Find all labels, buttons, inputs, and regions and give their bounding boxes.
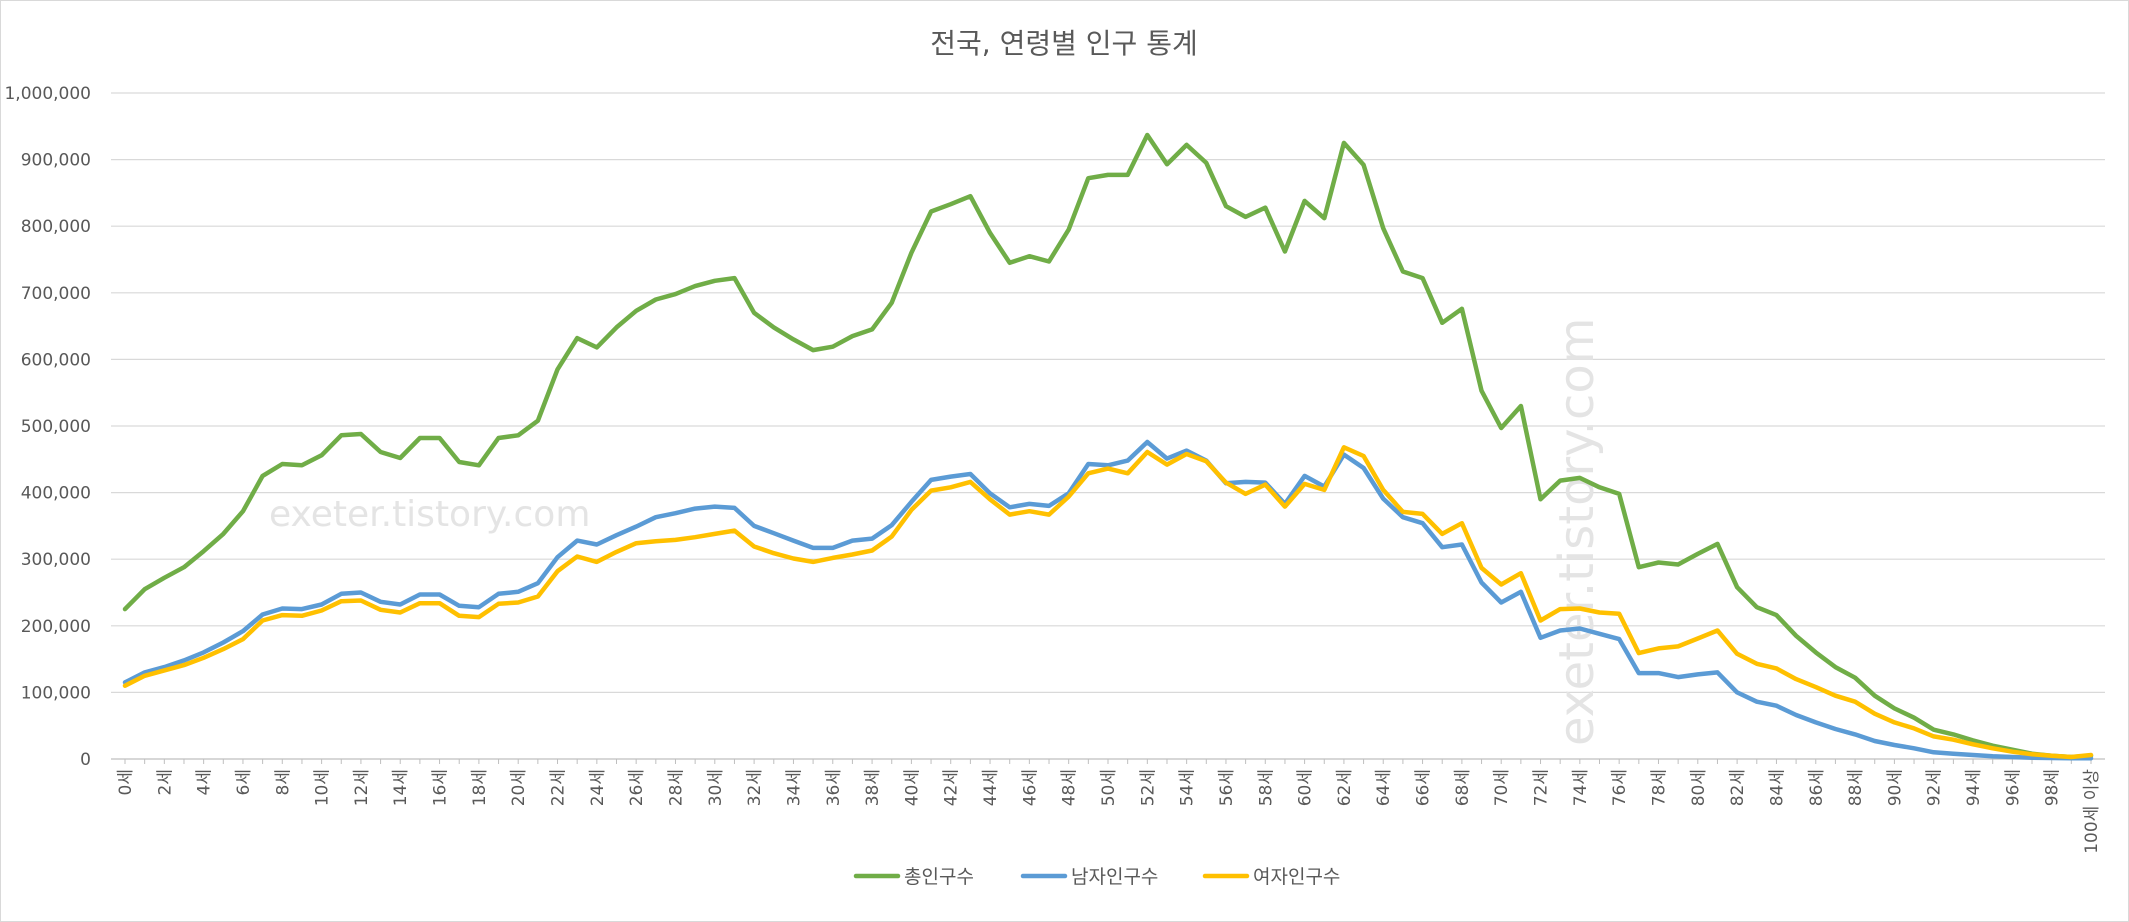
x-tick-label: 98세 bbox=[2043, 769, 2063, 806]
series-line-3 bbox=[122, 445, 2094, 760]
x-tick-label: 34세 bbox=[784, 769, 804, 806]
x-tick-label: 54세 bbox=[1178, 769, 1198, 806]
x-tick-label: 38세 bbox=[863, 769, 883, 806]
x-tick-label: 48세 bbox=[1060, 769, 1080, 806]
gridlines bbox=[111, 92, 2105, 760]
y-tick-label: 400,000 bbox=[21, 484, 91, 504]
x-tick-label: 10세 bbox=[313, 769, 333, 806]
legend-label-3: 여자인구수 bbox=[1253, 866, 1340, 888]
watermark-vertical: exeter.tistory.com bbox=[1549, 317, 1605, 746]
x-tick-label: 6세 bbox=[234, 769, 254, 795]
x-tick-label: 26세 bbox=[627, 769, 647, 806]
x-tick-label: 86세 bbox=[1807, 769, 1827, 806]
x-tick-label: 42세 bbox=[942, 769, 962, 806]
y-tick-label: 100,000 bbox=[21, 683, 91, 703]
x-tick-label: 46세 bbox=[1020, 769, 1040, 806]
y-tick-label: 0 bbox=[80, 750, 91, 770]
x-tick-label: 62세 bbox=[1335, 769, 1355, 806]
y-tick-label: 800,000 bbox=[21, 217, 91, 237]
x-tick-label: 96세 bbox=[2003, 769, 2023, 806]
x-tick-label: 88세 bbox=[1846, 769, 1866, 806]
y-tick-label: 300,000 bbox=[21, 550, 91, 570]
x-tick-label: 82세 bbox=[1728, 769, 1748, 806]
x-tick-label: 80세 bbox=[1689, 769, 1709, 806]
x-tick-label: 58세 bbox=[1256, 769, 1276, 806]
x-tick-label: 76세 bbox=[1610, 769, 1630, 806]
x-tick-label: 12세 bbox=[352, 769, 372, 806]
x-tick-label: 16세 bbox=[431, 769, 451, 806]
x-tick-label: 70세 bbox=[1492, 769, 1512, 806]
x-axis: 0세 2세 4세 6세 8세 10세 12세 14세 16세 18세 20세 22세 24세 26세 28세… bbox=[116, 759, 2102, 854]
x-tick-label: 52세 bbox=[1138, 769, 1158, 806]
x-tick-label: 60세 bbox=[1296, 769, 1316, 806]
x-tick-label: 4세 bbox=[195, 769, 215, 795]
x-tick-label: 32세 bbox=[745, 769, 765, 806]
y-tick-label: 500,000 bbox=[21, 417, 91, 437]
watermark-horizontal: exeter.tistory.com bbox=[269, 494, 590, 535]
watermarks: exeter.tistory.com exeter.tistory.com bbox=[269, 317, 1605, 746]
x-tick-label: 36세 bbox=[824, 769, 844, 806]
x-tick-label: 72세 bbox=[1532, 769, 1552, 806]
x-tick-label: 24세 bbox=[588, 769, 608, 806]
x-tick-label: 64세 bbox=[1374, 769, 1394, 806]
x-tick-label: 18세 bbox=[470, 769, 490, 806]
x-tick-label: 20세 bbox=[509, 769, 529, 806]
y-tick-label: 600,000 bbox=[21, 350, 91, 370]
y-tick-label: 200,000 bbox=[21, 617, 91, 637]
series-line-1 bbox=[122, 132, 2094, 760]
series-line-2 bbox=[122, 439, 2094, 761]
x-tick-label: 22세 bbox=[549, 769, 569, 806]
chart-title: 전국, 연령별 인구 통계 bbox=[930, 27, 1197, 60]
x-tick-label: 2세 bbox=[155, 769, 175, 795]
x-tick-label: 28세 bbox=[666, 769, 686, 806]
x-tick-label: 68세 bbox=[1453, 769, 1473, 806]
x-tick-label: 30세 bbox=[706, 769, 726, 806]
x-tick-label: 92세 bbox=[1925, 769, 1945, 806]
series-lines bbox=[122, 132, 2094, 761]
legend-label-2: 남자인구수 bbox=[1071, 866, 1158, 888]
x-tick-label: 100세 이상 bbox=[2082, 769, 2102, 854]
x-tick-label: 66세 bbox=[1414, 769, 1434, 806]
x-tick-label: 78세 bbox=[1649, 769, 1669, 806]
y-tick-label: 700,000 bbox=[21, 284, 91, 304]
x-tick-label: 44세 bbox=[981, 769, 1001, 806]
x-tick-label: 94세 bbox=[1964, 769, 1984, 806]
y-tick-label: 900,000 bbox=[21, 151, 91, 171]
x-tick-label: 90세 bbox=[1885, 769, 1905, 806]
legend-label-1: 총인구수 bbox=[904, 866, 974, 888]
x-tick-label: 8세 bbox=[273, 769, 293, 795]
x-tick-label: 74세 bbox=[1571, 769, 1591, 806]
legend: 총인구수 남자인구수 여자인구수 bbox=[853, 866, 1340, 888]
x-tick-label: 50세 bbox=[1099, 769, 1119, 806]
y-tick-label: 1,000,000 bbox=[4, 84, 91, 104]
x-tick-label: 56세 bbox=[1217, 769, 1237, 806]
x-tick-label: 0세 bbox=[116, 769, 136, 795]
x-tick-label: 84세 bbox=[1767, 769, 1787, 806]
x-tick-label: 14세 bbox=[391, 769, 411, 806]
x-tick-label: 40세 bbox=[902, 769, 922, 806]
y-axis: 0 100,000 200,000 300,000 400,000 500,000 600,… bbox=[4, 84, 91, 770]
